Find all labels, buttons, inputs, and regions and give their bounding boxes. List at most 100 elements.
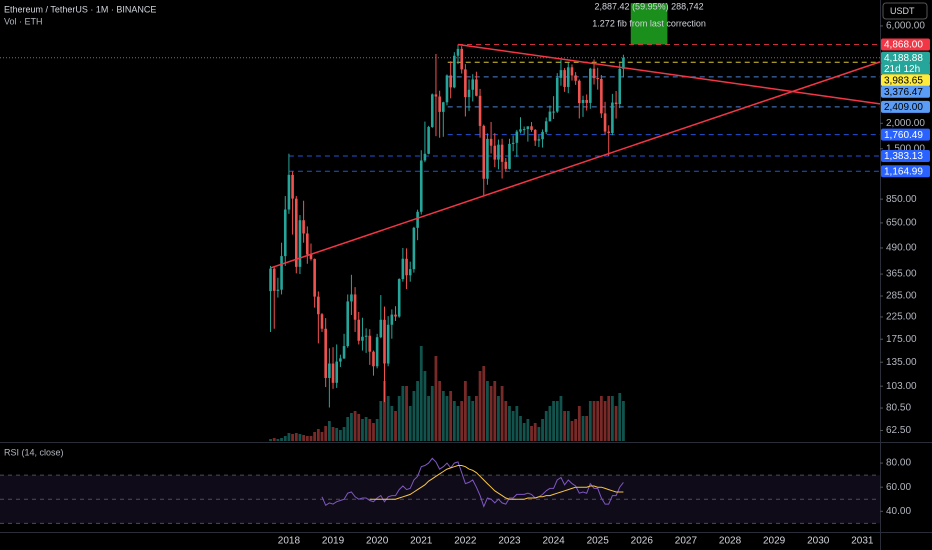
volume-bar: [430, 386, 434, 441]
candle-body: [548, 111, 552, 122]
volume-bar: [581, 416, 585, 441]
candle-body: [335, 361, 338, 383]
candle-body: [276, 289, 280, 291]
volume-bar: [471, 401, 475, 441]
volume-bar: [607, 396, 611, 441]
volume-bar: [537, 427, 541, 441]
y-tick-label: 135.00: [886, 357, 917, 368]
candle-body: [611, 102, 614, 133]
volume-bar: [566, 411, 570, 441]
candle-body: [467, 89, 471, 98]
volume-bar: [372, 423, 375, 441]
candle-body: [574, 75, 577, 81]
volume-bar: [427, 396, 431, 441]
candle-body: [357, 319, 361, 341]
y-tick-label: 103.00: [886, 381, 917, 392]
volume-bar: [350, 413, 353, 441]
candle-body: [486, 138, 489, 179]
candle-body: [442, 102, 445, 112]
projection-box: [630, 3, 668, 45]
volume-bar: [338, 430, 342, 441]
candle-body: [405, 258, 408, 276]
volume-bar: [533, 423, 537, 441]
y-tick-label: 490.00: [886, 243, 917, 254]
candle-body: [589, 68, 592, 103]
volume-bar: [530, 426, 533, 441]
level-label-box: [881, 128, 930, 141]
candle-body: [412, 227, 416, 270]
candle-body: [541, 131, 544, 140]
rsi-tick-label: 80.00: [886, 458, 911, 469]
candle-body: [342, 346, 346, 359]
volume-bar: [570, 421, 574, 441]
volume-bar: [390, 406, 394, 441]
volume-bar: [394, 411, 397, 441]
candle-body: [596, 78, 599, 80]
candle-body: [489, 138, 493, 146]
y-tick-label: 80.50: [886, 403, 911, 414]
candle-body: [537, 139, 541, 141]
level-label: 3,376.47: [884, 87, 923, 98]
volume-bar: [342, 427, 346, 441]
candle-body: [566, 67, 570, 87]
y-tick-label: 175.00: [886, 334, 917, 345]
candle-body: [600, 78, 603, 114]
y-tick-label: 650.00: [886, 218, 917, 229]
volume-bar: [467, 396, 471, 441]
volume-bar: [269, 439, 272, 441]
volume-bar: [408, 406, 412, 441]
candle-body: [324, 328, 327, 378]
volume-bar: [368, 419, 372, 441]
level-label-box: [881, 74, 930, 87]
volume-bar: [463, 381, 467, 441]
x-tick-label: 2029: [763, 536, 786, 547]
candle-body: [563, 70, 566, 87]
candle-body: [618, 68, 622, 105]
candle-body: [306, 233, 309, 255]
volume-bar: [574, 419, 578, 441]
candle-body: [555, 77, 559, 112]
candle-body: [522, 129, 526, 131]
volume-bar: [346, 417, 350, 441]
volume-bar: [375, 419, 379, 441]
volume-bar: [298, 434, 302, 441]
volume-bar: [548, 406, 552, 441]
currency[interactable]: USDT: [890, 6, 915, 16]
rsi-ma-line: [369, 465, 624, 500]
volume-bar: [493, 381, 497, 441]
y-tick-label: 365.00: [886, 269, 917, 280]
level-label-box: [881, 149, 930, 162]
volume-bar: [276, 439, 280, 441]
volume-bar: [357, 414, 361, 441]
candle-body: [272, 268, 276, 291]
level-label: 3,983.65: [884, 75, 923, 86]
level-label-box: [881, 38, 930, 51]
volume-title: Vol · ETH: [4, 16, 43, 26]
y-tick-label: 225.00: [886, 312, 917, 323]
volume-bar: [449, 391, 453, 441]
level-label: 2,409.00: [884, 102, 923, 113]
volume-bar: [316, 429, 320, 441]
volume-bar: [327, 421, 331, 441]
volume-bar: [287, 433, 291, 441]
candle-body: [607, 131, 611, 133]
volume-bar: [397, 396, 401, 441]
currency-box[interactable]: [882, 2, 928, 20]
candle-body: [375, 337, 379, 367]
candle-body: [515, 131, 519, 143]
volume-bar: [331, 427, 335, 441]
level-label: 1,760.49: [884, 130, 923, 141]
candle-body: [287, 174, 291, 210]
volume-bar: [445, 396, 449, 441]
candle-body: [497, 144, 500, 160]
candle-body: [526, 126, 530, 130]
candle-body: [423, 153, 427, 161]
candle-body: [408, 269, 412, 276]
volume-bar: [541, 419, 544, 441]
candle-body: [372, 351, 375, 367]
volume-bar: [489, 386, 493, 441]
candle-body: [578, 80, 581, 104]
candle-body: [401, 258, 405, 280]
y-tick-label: 850.00: [886, 194, 917, 205]
volume-bar: [474, 396, 478, 441]
